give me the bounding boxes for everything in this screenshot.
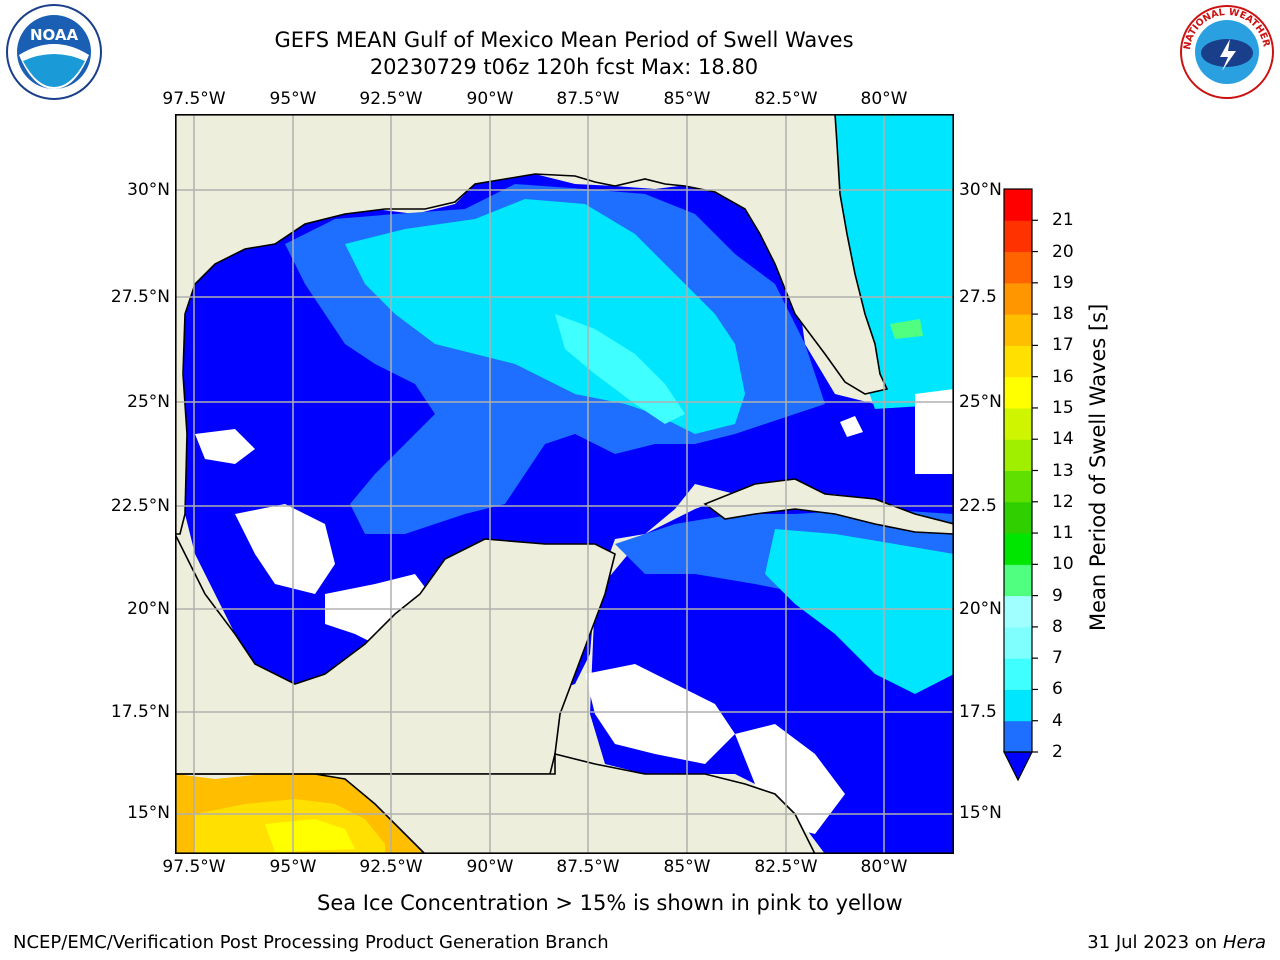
central-america <box>175 752 816 854</box>
patch-honduras <box>735 724 845 834</box>
noaa-logo: NOAA <box>5 3 103 101</box>
colorbar-tick-6: 6 <box>1052 679 1063 700</box>
lat-tick-left-5: 20°N <box>127 599 170 619</box>
colorbar-segment-4 <box>1004 626 1032 659</box>
lon-tick-bottom-6: 85°W <box>663 857 711 877</box>
lon-tick-bottom-2: 95°W <box>269 857 317 877</box>
colorbar-segment-18 <box>1004 189 1032 221</box>
colorbar-tick-13: 13 <box>1052 460 1074 481</box>
lat-tick-right-4: 22.5 <box>959 496 997 516</box>
colorbar-tick-14: 14 <box>1052 429 1074 450</box>
colorbar-tick-8: 8 <box>1052 616 1063 637</box>
colorbar-tick-10: 10 <box>1052 554 1074 575</box>
map-gridlines <box>175 114 954 854</box>
colorbar-segment-8 <box>1004 501 1032 534</box>
lat-tick-left-6: 17.5°N <box>110 702 170 722</box>
map-panel <box>175 114 955 855</box>
colorbar-label: Mean Period of Swell Waves [s] <box>1086 303 1110 631</box>
lat-tick-right-1: 30°N <box>959 180 1002 200</box>
colorbar-tick-19: 19 <box>1052 272 1074 293</box>
lat-tick-left-3: 25°N <box>127 392 170 412</box>
lon-tick-top-8: 80°W <box>860 89 908 109</box>
colorbar-segment-6 <box>1004 564 1032 597</box>
colorbar-tick-17: 17 <box>1052 335 1074 356</box>
swell-band-8to9-atlantic <box>890 319 923 339</box>
lon-tick-bottom-8: 80°W <box>860 857 908 877</box>
lat-tick-right-5: 20°N <box>959 599 1002 619</box>
lon-tick-bottom-5: 87.5°W <box>556 857 620 877</box>
lon-tick-bottom-1: 97.5°W <box>162 857 226 877</box>
colorbar-segment-9 <box>1004 470 1032 503</box>
lat-tick-right-7: 15°N <box>959 803 1002 823</box>
colorbar-segment-13 <box>1004 345 1032 378</box>
colorbar-segment-17 <box>1004 220 1032 253</box>
colorbar-segment-10 <box>1004 439 1032 471</box>
lon-tick-bottom-7: 82.5°W <box>754 857 818 877</box>
patch-east-2 <box>840 416 863 437</box>
colorbar-extend-min <box>1003 751 1033 782</box>
patch-east-1 <box>915 389 954 474</box>
colorbar-tick-9: 9 <box>1052 585 1063 606</box>
mexico-yucatan <box>175 533 616 775</box>
colorbar-segment-3 <box>1004 658 1032 690</box>
nws-logo: NATIONAL WEATHER SERVICE <box>1174 0 1276 101</box>
lon-tick-bottom-3: 92.5°W <box>359 857 423 877</box>
coastlines <box>175 114 954 854</box>
noaa-logo-text: NOAA <box>30 26 79 44</box>
colorbar-tick-21: 21 <box>1052 210 1074 231</box>
footer-date: 31 Jul 2023 on Hera <box>1087 932 1266 953</box>
colorbar-svg <box>1003 188 1038 782</box>
footer-host: Hera <box>1222 932 1266 953</box>
colorbar-tick-11: 11 <box>1052 523 1074 544</box>
colorbar-segment-5 <box>1004 595 1032 628</box>
colorbar-tick-20: 20 <box>1052 241 1074 262</box>
lat-tick-right-2: 27.5 <box>959 287 997 307</box>
colorbar-tick-2: 2 <box>1052 742 1063 762</box>
pacific-swell-field-core <box>265 819 355 852</box>
plot-title-line2: 20230729 t06z 120h fcst Max: 18.80 <box>369 55 759 79</box>
lon-tick-top-7: 82.5°W <box>754 89 818 109</box>
undefined-patches <box>195 389 954 834</box>
colorbar-segment-16 <box>1004 251 1032 284</box>
lat-tick-left-1: 30°N <box>127 180 170 200</box>
plot-title-line1: GEFS MEAN Gulf of Mexico Mean Period of … <box>274 28 854 52</box>
lon-tick-top-5: 87.5°W <box>556 89 620 109</box>
lon-tick-top-1: 97.5°W <box>162 89 226 109</box>
colorbar-segment-1 <box>1004 720 1032 753</box>
colorbar-tick-7: 7 <box>1052 648 1063 669</box>
lat-tick-left-7: 15°N <box>127 803 170 823</box>
colorbar-tick-16: 16 <box>1052 366 1074 387</box>
map-frame <box>175 114 955 855</box>
colorbar-tick-18: 18 <box>1052 304 1074 325</box>
colorbar-segment-7 <box>1004 533 1032 565</box>
footer-date-text: 31 Jul 2023 on <box>1087 932 1223 953</box>
lon-tick-top-3: 92.5°W <box>359 89 423 109</box>
lat-tick-right-3: 25°N <box>959 392 1002 412</box>
lat-tick-right-6: 17.5 <box>959 702 997 722</box>
patch-west <box>195 429 255 464</box>
colorbar-segment-15 <box>1004 282 1032 315</box>
patch-campeche <box>235 504 335 594</box>
sea-ice-note: Sea Ice Concentration > 15% is shown in … <box>317 891 903 915</box>
us-gulf-coast <box>175 114 954 535</box>
lat-tick-left-2: 27.5°N <box>110 287 170 307</box>
colorbar-segment-12 <box>1004 376 1032 409</box>
colorbar-segment-14 <box>1004 314 1032 346</box>
lon-tick-top-2: 95°W <box>269 89 317 109</box>
lon-tick-top-4: 90°W <box>466 89 514 109</box>
colorbar <box>1000 187 1050 787</box>
colorbar-tick-15: 15 <box>1052 397 1074 418</box>
colorbar-segment-2 <box>1004 689 1032 722</box>
colorbar-tick-12: 12 <box>1052 491 1074 512</box>
footer-credit: NCEP/EMC/Verification Post Processing Pr… <box>13 932 609 953</box>
lon-tick-top-6: 85°W <box>663 89 711 109</box>
colorbar-segment-11 <box>1004 407 1032 440</box>
patch-yucatan-channel <box>585 664 735 764</box>
colorbar-tick-4: 4 <box>1052 710 1063 731</box>
lat-tick-left-4: 22.5°N <box>110 496 170 516</box>
lon-tick-bottom-4: 90°W <box>466 857 514 877</box>
swell-band-4to6-caribbean <box>765 529 954 694</box>
map-svg <box>175 114 955 855</box>
